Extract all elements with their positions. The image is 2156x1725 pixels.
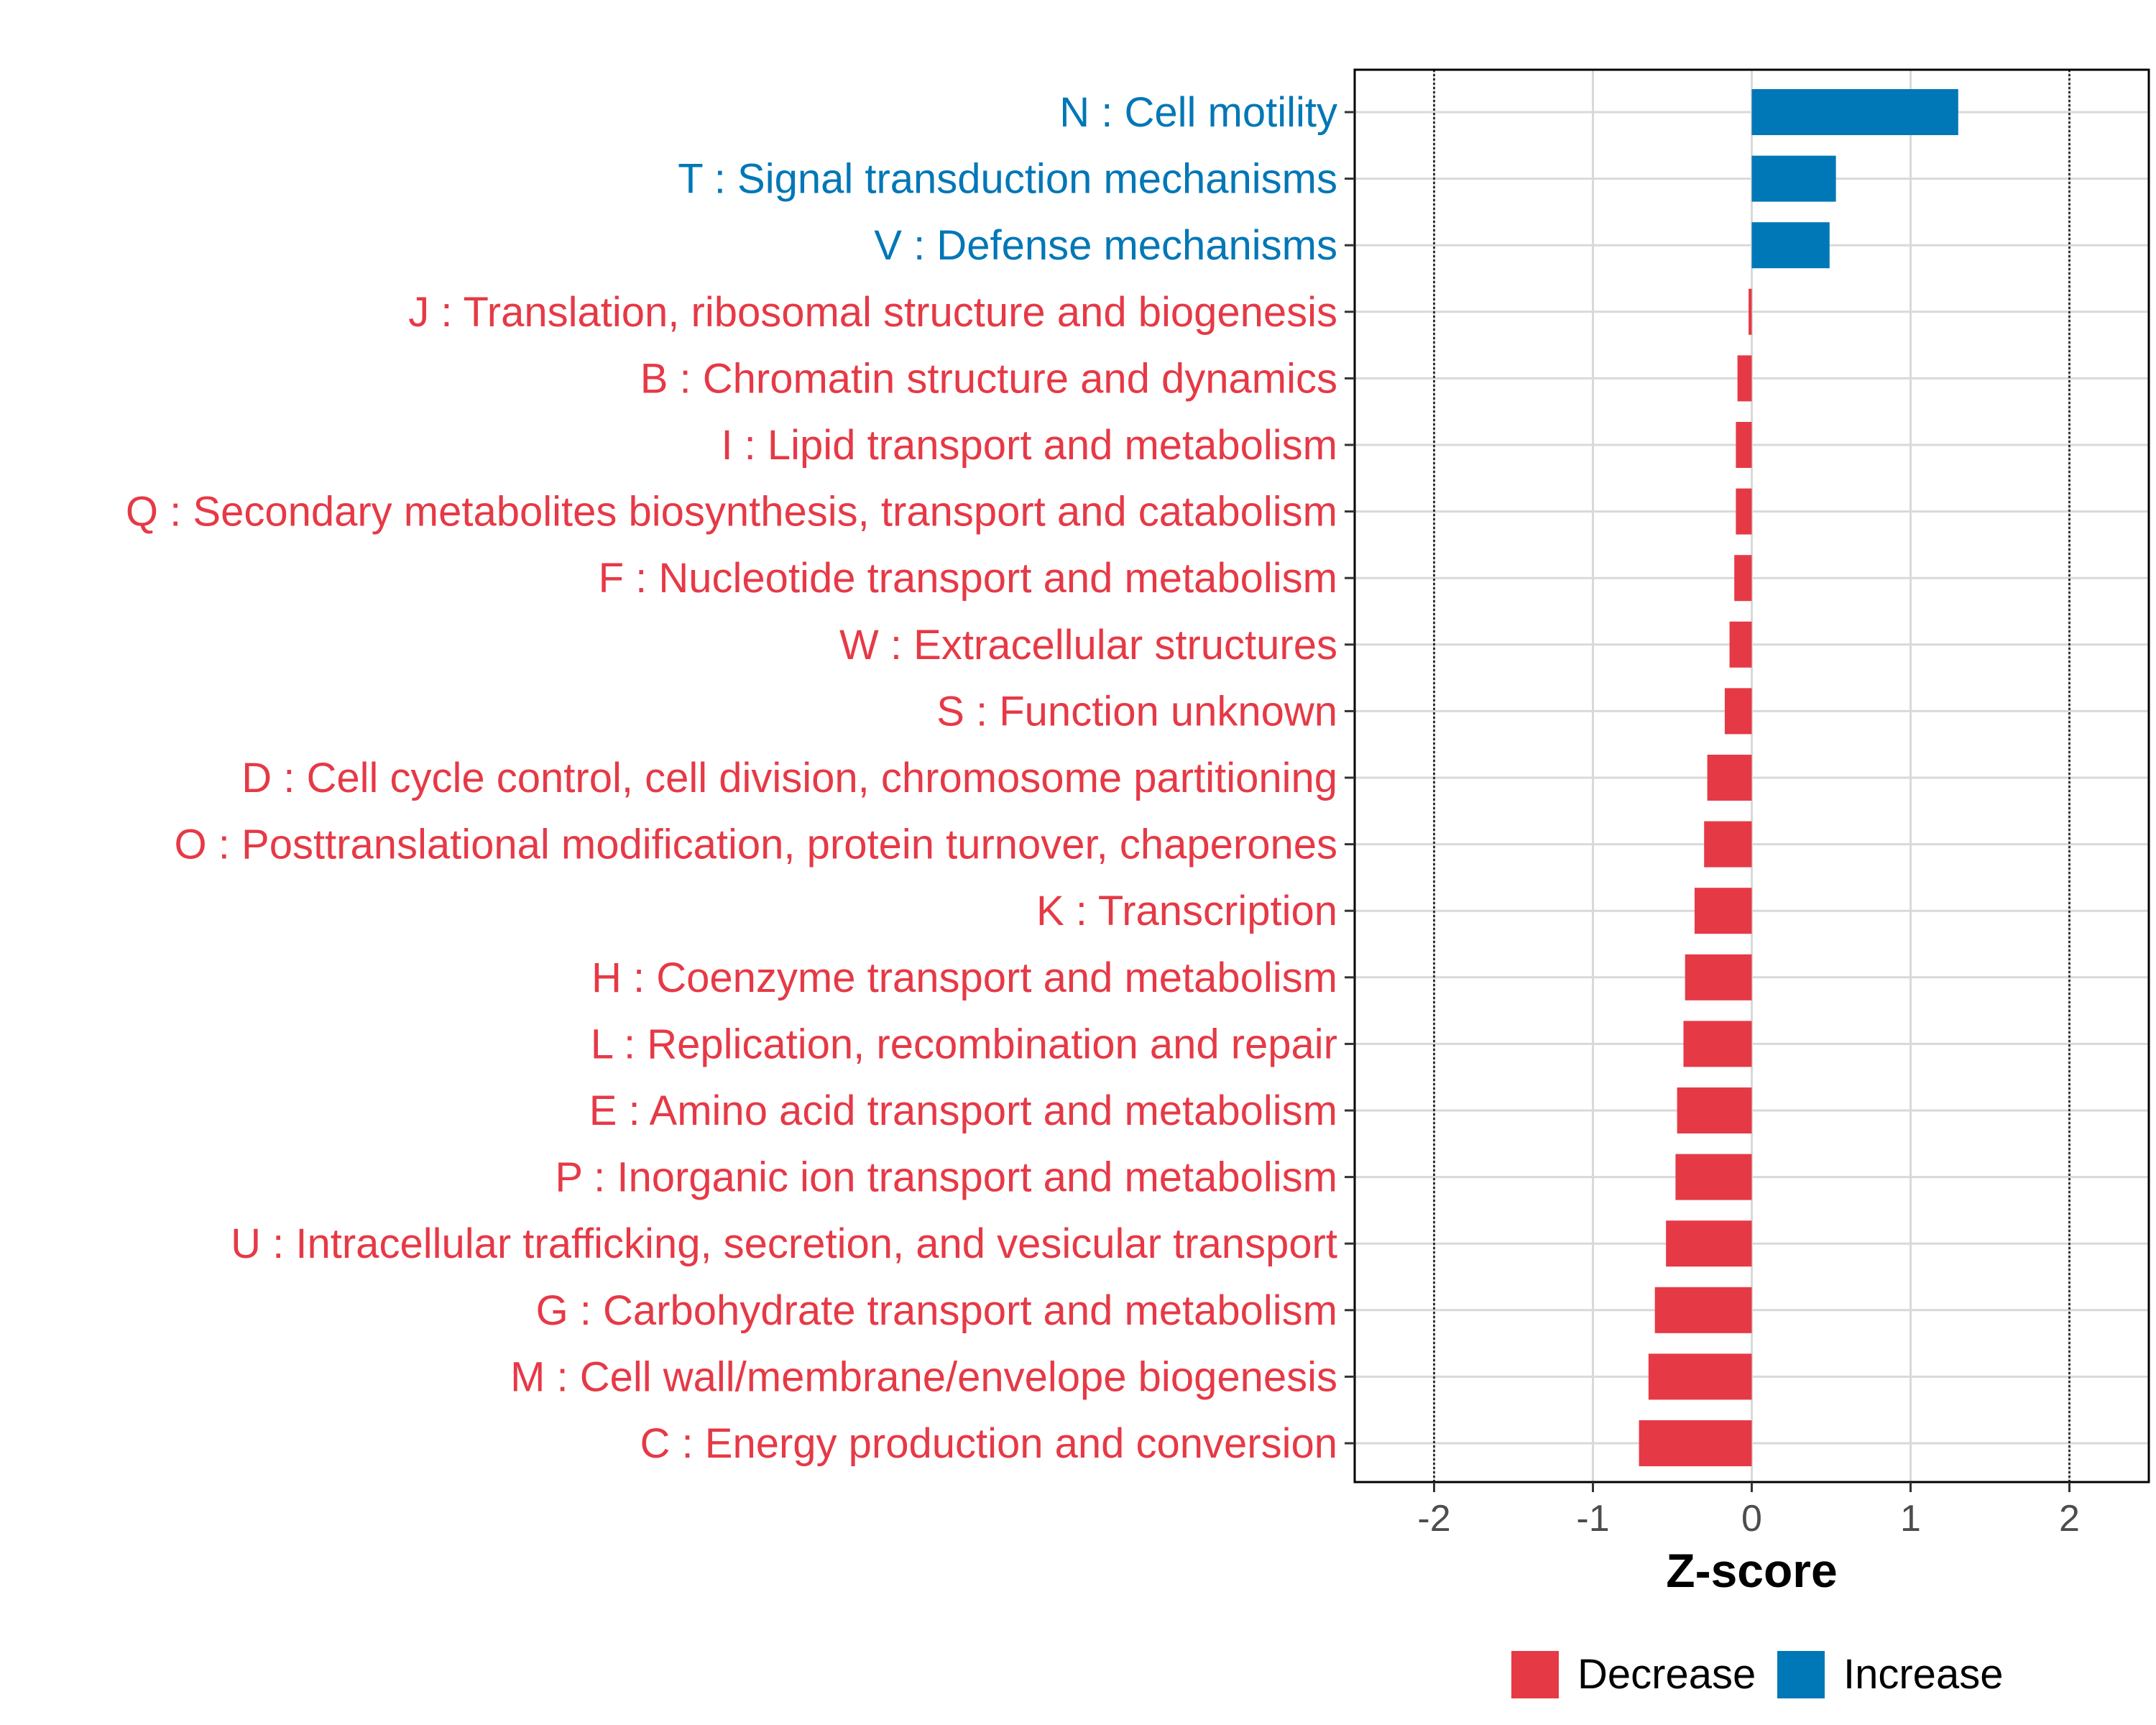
bar	[1639, 1420, 1752, 1466]
category-label: B : Chromatin structure and dynamics	[640, 355, 1337, 402]
bar	[1736, 422, 1752, 468]
bar	[1654, 1287, 1752, 1333]
bar	[1736, 488, 1752, 535]
category-label: V : Defense mechanisms	[874, 222, 1337, 269]
bar	[1707, 755, 1752, 801]
category-label: L : Replication, recombination and repai…	[591, 1021, 1337, 1067]
x-axis: -2 -1 0 1 2	[1417, 1482, 2080, 1540]
category-label: N : Cell motility	[1059, 89, 1337, 136]
category-label: C : Energy production and conversion	[640, 1420, 1337, 1467]
x-axis-title: Z-score	[1666, 1544, 1837, 1597]
category-label: U : Intracellular trafficking, secretion…	[231, 1220, 1337, 1267]
category-label: P : Inorganic ion transport and metaboli…	[555, 1154, 1337, 1201]
bar	[1724, 688, 1752, 735]
x-tick-label: 2	[2059, 1498, 2080, 1540]
bar	[1751, 89, 1958, 135]
y-axis: N : Cell motility T : Signal transduction…	[126, 89, 1355, 1467]
bar	[1694, 888, 1752, 934]
category-label: F : Nucleotide transport and metabolism	[599, 555, 1337, 602]
bar	[1666, 1220, 1752, 1267]
category-label: S : Function unknown	[936, 688, 1337, 735]
category-label: J : Translation, ribosomal structure and…	[408, 289, 1337, 336]
bar	[1648, 1353, 1752, 1400]
legend-label-decrease: Decrease	[1577, 1651, 1756, 1698]
bar	[1751, 222, 1830, 269]
x-tick-label: -1	[1576, 1498, 1609, 1540]
legend-label-increase: Increase	[1843, 1651, 2003, 1698]
category-label: H : Coenzyme transport and metabolism	[591, 954, 1337, 1001]
category-label: G : Carbohydrate transport and metabolis…	[536, 1287, 1337, 1334]
category-label: W : Extracellular structures	[839, 622, 1337, 668]
bar	[1704, 821, 1752, 868]
bar	[1734, 555, 1752, 602]
category-label: D : Cell cycle control, cell division, c…	[241, 755, 1337, 801]
bar	[1685, 954, 1752, 1000]
bars	[1639, 89, 1958, 1466]
category-label: O : Posttranslational modification, prot…	[175, 822, 1337, 868]
bar	[1675, 1154, 1752, 1200]
legend-swatch-decrease	[1511, 1651, 1559, 1698]
category-label: M : Cell wall/membrane/envelope biogenes…	[510, 1353, 1337, 1400]
x-tick-label: 1	[1900, 1498, 1921, 1540]
bar	[1729, 621, 1752, 668]
category-label: I : Lipid transport and metabolism	[721, 422, 1337, 469]
legend-swatch-increase	[1777, 1651, 1825, 1698]
x-tick-label: -2	[1417, 1498, 1450, 1540]
category-label: K : Transcription	[1036, 888, 1337, 934]
x-tick-label: 0	[1741, 1498, 1762, 1540]
bar	[1737, 355, 1752, 402]
category-label: E : Amino acid transport and metabolism	[589, 1087, 1337, 1134]
category-label: Q : Secondary metabolites biosynthesis, …	[126, 489, 1337, 535]
category-label: T : Signal transduction mechanisms	[678, 156, 1337, 203]
legend: Decrease Increase	[1511, 1651, 2003, 1698]
bar	[1683, 1021, 1752, 1067]
bar	[1677, 1087, 1752, 1133]
bar	[1751, 155, 1836, 202]
bar	[1749, 288, 1752, 335]
